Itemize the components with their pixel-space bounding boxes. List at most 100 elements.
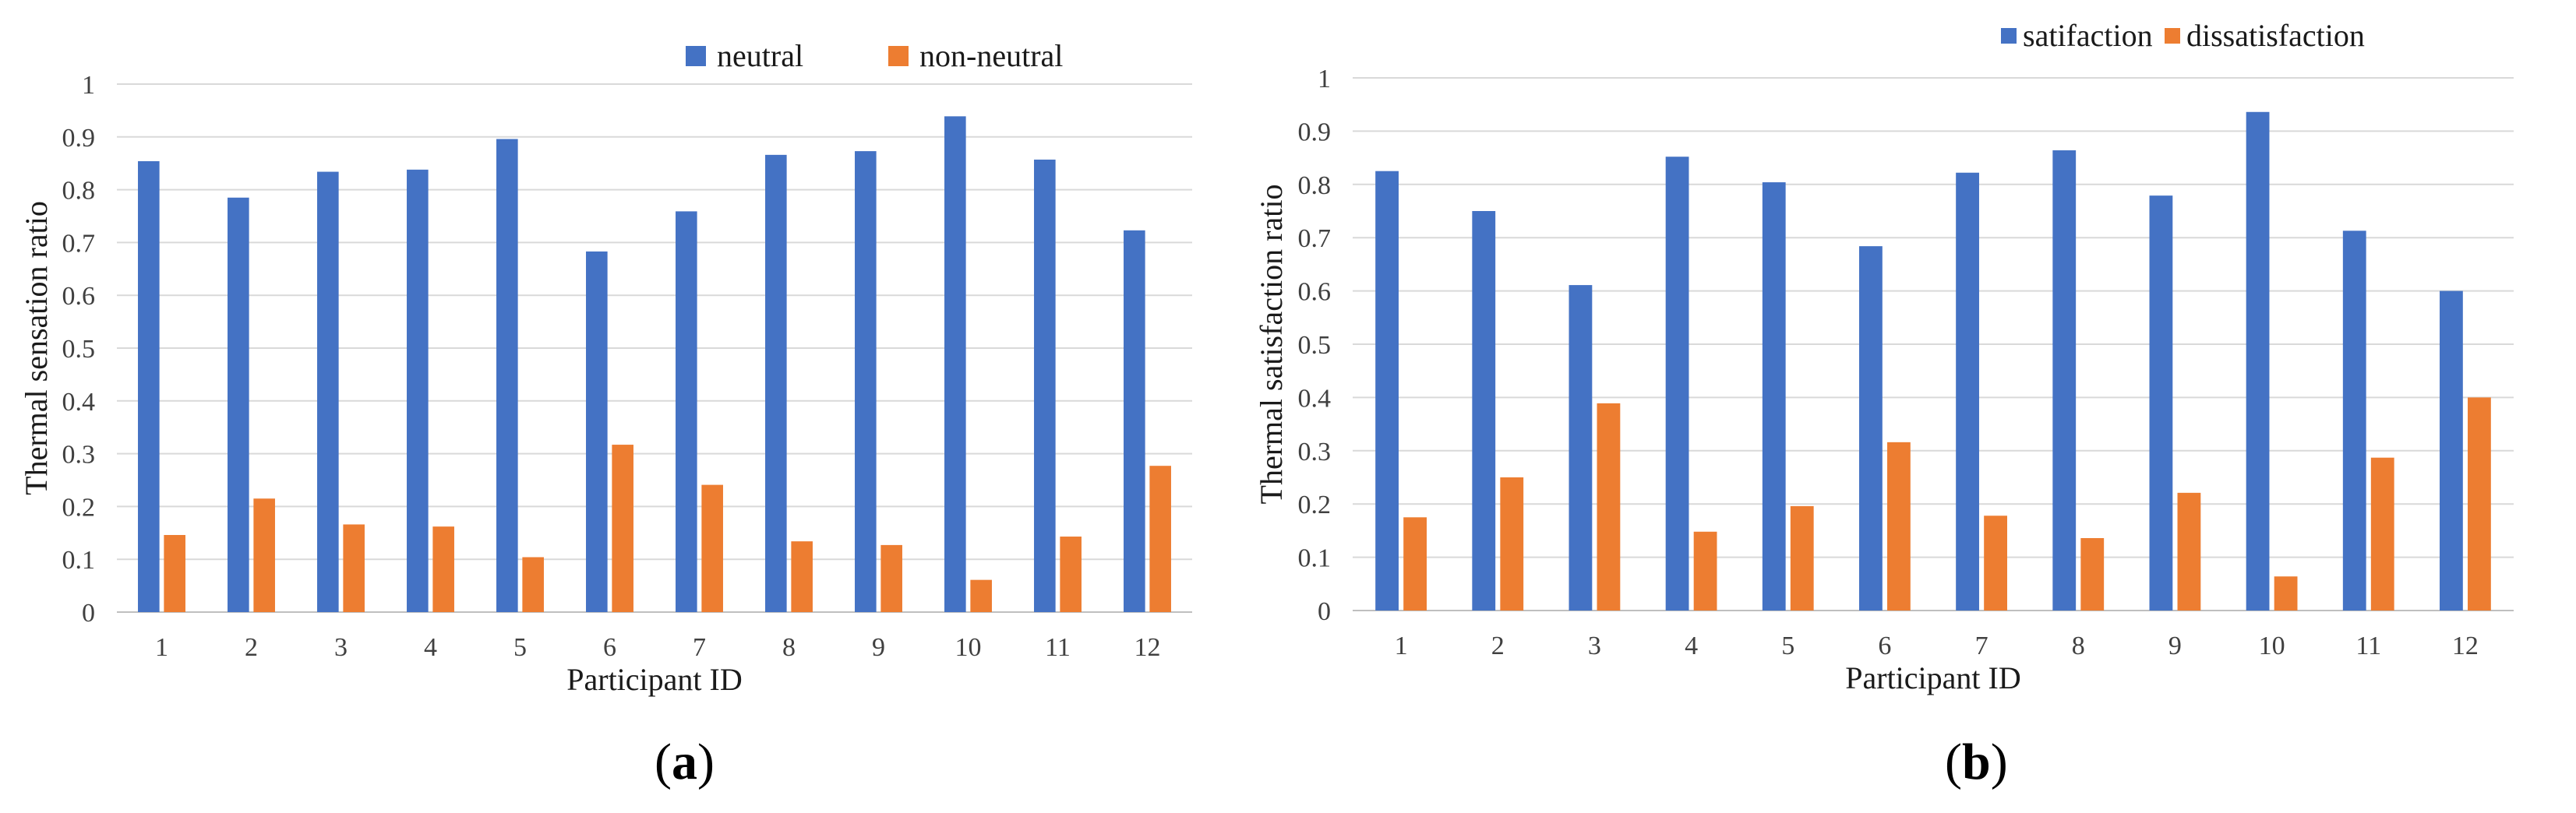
a-ytick-label: 0.4: [62, 388, 96, 417]
a-bar-series1: [138, 160, 160, 612]
b-bar-series2: [1887, 442, 1911, 611]
chart-a: 00.10.20.30.40.50.60.70.80.911 2 3 4 5 6 7 8 9 10…: [19, 38, 1192, 790]
b-panel-label: (b): [1945, 734, 2008, 790]
b-ytick-label: 0.1: [1298, 544, 1332, 573]
b-ytick-label: 0: [1318, 597, 1331, 626]
b-ytick-label: 0.6: [1298, 278, 1332, 307]
b-xtick-label: 9: [2168, 632, 2182, 660]
b-bar-series2: [2177, 492, 2201, 611]
b-ytick-label: 0.4: [1298, 384, 1332, 413]
a-xtick-label: 12: [1134, 633, 1161, 662]
b-bar-series1: [1956, 172, 1979, 611]
a-bar-series2: [343, 524, 365, 612]
a-ytick-label: 0.8: [62, 177, 96, 206]
a-xtick-label: 3: [334, 633, 348, 662]
a-ytick-label: 0.9: [62, 124, 96, 153]
b-bar-series2: [1597, 403, 1621, 611]
a-ytick-label: 0.7: [62, 229, 96, 258]
a-bar-series2: [612, 445, 633, 612]
b-bar-series1: [1569, 285, 1593, 611]
a-xtick-label: 9: [872, 633, 885, 662]
b-ytick-label: 0.2: [1298, 491, 1332, 519]
b-ytick-label: 1: [1318, 65, 1331, 93]
a-ytick-label: 0.5: [62, 335, 96, 364]
b-xtick-label: 1: [1395, 632, 1408, 660]
b-x-axis-title: Participant ID: [1845, 660, 2021, 695]
b-bar-series2: [2468, 397, 2491, 611]
b-ytick-label: 0.9: [1298, 118, 1332, 146]
a-xtick-label: 8: [782, 633, 796, 662]
a-y-axis-title: Thermal sensation ratio: [19, 201, 54, 495]
b-xtick-label: 10: [2259, 632, 2285, 660]
b-bar-series2: [2274, 576, 2298, 611]
a-xtick-label: 5: [513, 633, 527, 662]
b-bar-series1: [1472, 211, 1496, 611]
b-ytick-label: 0.8: [1298, 171, 1332, 200]
b-bar-series1: [1665, 157, 1689, 611]
b-legend-label-series2: dissatisfaction: [2186, 18, 2365, 53]
a-xtick-label: 1: [155, 633, 168, 662]
b-xtick-label: 7: [1975, 632, 1988, 660]
b-xtick-label: 5: [1781, 632, 1794, 660]
a-xtick-label: 10: [955, 633, 982, 662]
a-x-axis-title: Participant ID: [566, 662, 743, 697]
b-bar-series2: [2080, 537, 2105, 611]
chart-b: 00.10.20.30.40.50.60.70.80.911 2 3 4 5 6 7 8 9 10…: [1254, 18, 2514, 790]
a-legend-label-series1: neutral: [717, 38, 803, 73]
b-bar-series1: [2149, 195, 2173, 611]
b-legend-swatch-series1: [2001, 28, 2017, 44]
a-bar-series1: [944, 116, 966, 612]
b-xtick-label: 12: [2452, 632, 2479, 660]
a-bar-series1: [228, 197, 249, 612]
b-bar-series2: [1790, 505, 1814, 611]
a-ytick-label: 1: [82, 71, 95, 100]
a-bar-series2: [791, 541, 813, 612]
a-xtick-label: 4: [424, 633, 437, 662]
a-bar-series1: [317, 171, 339, 613]
b-legend-label-series1: satifaction: [2023, 18, 2153, 53]
b-bar-series1: [2246, 111, 2270, 611]
a-bar-series2: [1060, 537, 1082, 612]
a-bar-series1: [676, 211, 697, 612]
a-xtick-label: 6: [603, 633, 616, 662]
b-bar-series1: [2342, 231, 2366, 611]
a-bar-series2: [880, 544, 902, 612]
a-bar-series1: [855, 151, 877, 612]
a-bar-series2: [432, 526, 454, 612]
a-xtick-label: 11: [1045, 633, 1071, 662]
a-panel-label: (a): [655, 734, 715, 790]
b-bar-series1: [2052, 150, 2077, 611]
a-xtick-label: 2: [245, 633, 258, 662]
b-xtick-label: 4: [1685, 632, 1698, 660]
a-xtick-label: 7: [693, 633, 706, 662]
a-bar-series1: [496, 139, 518, 613]
b-bar-series1: [1762, 182, 1786, 611]
a-ytick-label: 0.6: [62, 282, 96, 311]
a-legend-swatch-series2: [888, 46, 909, 66]
a-ytick-label: 0.1: [62, 546, 96, 575]
b-bar-series2: [2370, 457, 2394, 611]
b-ytick-label: 0.7: [1298, 224, 1332, 253]
b-bar-series2: [1403, 517, 1427, 611]
b-ytick-label: 0.5: [1298, 331, 1332, 360]
a-bar-series1: [586, 251, 608, 612]
a-bar-series2: [1149, 466, 1171, 612]
a-bar-series1: [407, 169, 429, 612]
a-ytick-label: 0: [82, 599, 95, 628]
a-bar-series1: [1124, 230, 1145, 612]
b-bar-series2: [1693, 531, 1717, 611]
a-ytick-label: 0.2: [62, 493, 96, 522]
b-ytick-label: 0.3: [1298, 438, 1332, 466]
b-xtick-label: 6: [1878, 632, 1891, 660]
b-bar-series1: [2440, 290, 2463, 611]
b-bar-series2: [1500, 477, 1524, 611]
a-bar-series2: [164, 535, 185, 612]
a-bar-series2: [522, 557, 544, 612]
a-legend-swatch-series1: [686, 46, 706, 66]
a-bar-series1: [765, 154, 787, 613]
b-xtick-label: 8: [2072, 632, 2085, 660]
a-bar-series2: [701, 484, 723, 612]
a-bar-series2: [253, 498, 275, 612]
b-xtick-label: 11: [2355, 632, 2381, 660]
